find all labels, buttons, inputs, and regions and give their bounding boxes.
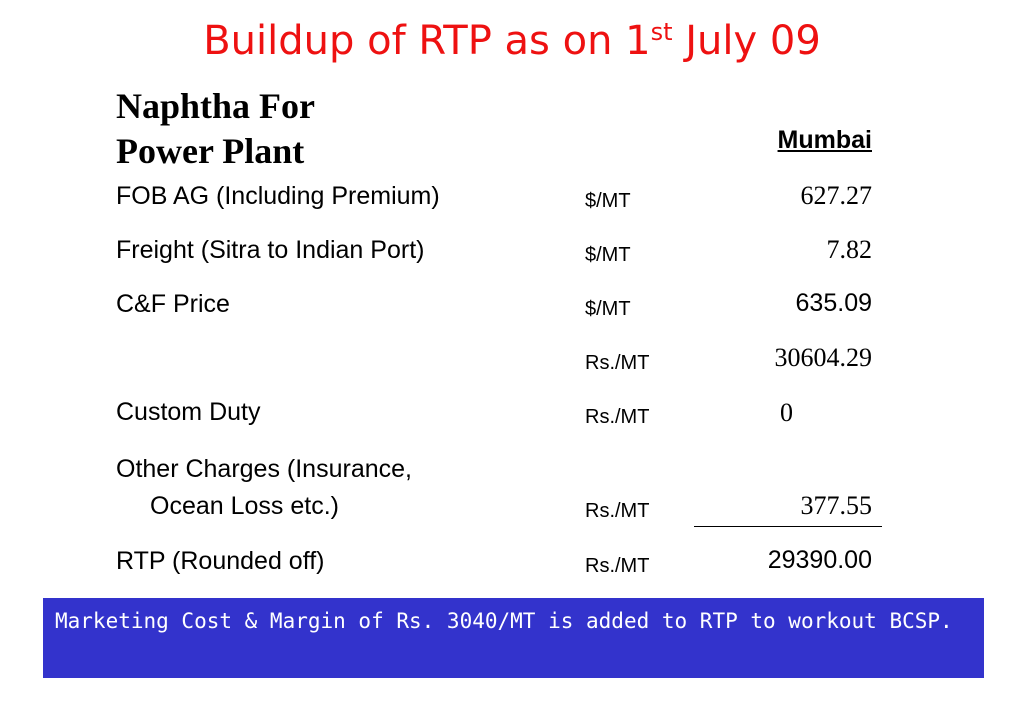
row-value-custom-duty: 0 bbox=[780, 398, 793, 427]
row-value-cf-usd: 635.09 bbox=[795, 289, 872, 317]
table-heading: Naphtha For Power Plant bbox=[116, 84, 315, 174]
note-box: Marketing Cost & Margin of Rs. 3040/MT i… bbox=[43, 598, 984, 678]
slide-title-tail: July 09 bbox=[672, 18, 821, 64]
row-unit-freight: $/MT bbox=[585, 244, 631, 266]
row-unit-custom-duty: Rs./MT bbox=[585, 406, 650, 428]
slide-title-main: Buildup of RTP as on 1 bbox=[203, 18, 651, 64]
row-unit-cf-rs: Rs./MT bbox=[585, 352, 650, 374]
row-label-custom-duty: Custom Duty bbox=[116, 398, 261, 426]
row-value-rtp: 29390.00 bbox=[767, 546, 872, 574]
slide-title: Buildup of RTP as on 1st July 09 bbox=[0, 6, 1024, 67]
row-unit-cf-usd: $/MT bbox=[585, 298, 631, 320]
table-heading-line2: Power Plant bbox=[116, 131, 305, 171]
slide-title-superscript: st bbox=[650, 18, 673, 46]
row-label-other-charges-line1: Other Charges (Insurance, bbox=[116, 455, 412, 483]
row-label-cf-price: C&F Price bbox=[116, 290, 230, 318]
row-label-freight: Freight (Sitra to Indian Port) bbox=[116, 236, 425, 264]
table-heading-line1: Naphtha For bbox=[116, 86, 316, 126]
note-text: Marketing Cost & Margin of Rs. 3040/MT i… bbox=[55, 609, 953, 633]
row-value-cf-rs: 30604.29 bbox=[774, 343, 873, 372]
row-label-other-charges: Other Charges (Insurance, Ocean Loss etc… bbox=[116, 451, 412, 525]
row-unit-fob: $/MT bbox=[585, 190, 631, 212]
row-unit-rtp: Rs./MT bbox=[585, 555, 650, 577]
row-value-freight: 7.82 bbox=[826, 235, 873, 264]
column-header-mumbai: Mumbai bbox=[777, 126, 872, 154]
row-value-fob: 627.27 bbox=[800, 181, 873, 210]
row-label-other-charges-line2: Ocean Loss etc.) bbox=[150, 492, 339, 520]
row-label-fob: FOB AG (Including Premium) bbox=[116, 182, 440, 210]
total-rule bbox=[694, 526, 882, 527]
row-unit-other-charges: Rs./MT bbox=[585, 500, 650, 522]
row-value-other-charges: 377.55 bbox=[800, 491, 873, 520]
row-label-rtp: RTP (Rounded off) bbox=[116, 547, 325, 575]
